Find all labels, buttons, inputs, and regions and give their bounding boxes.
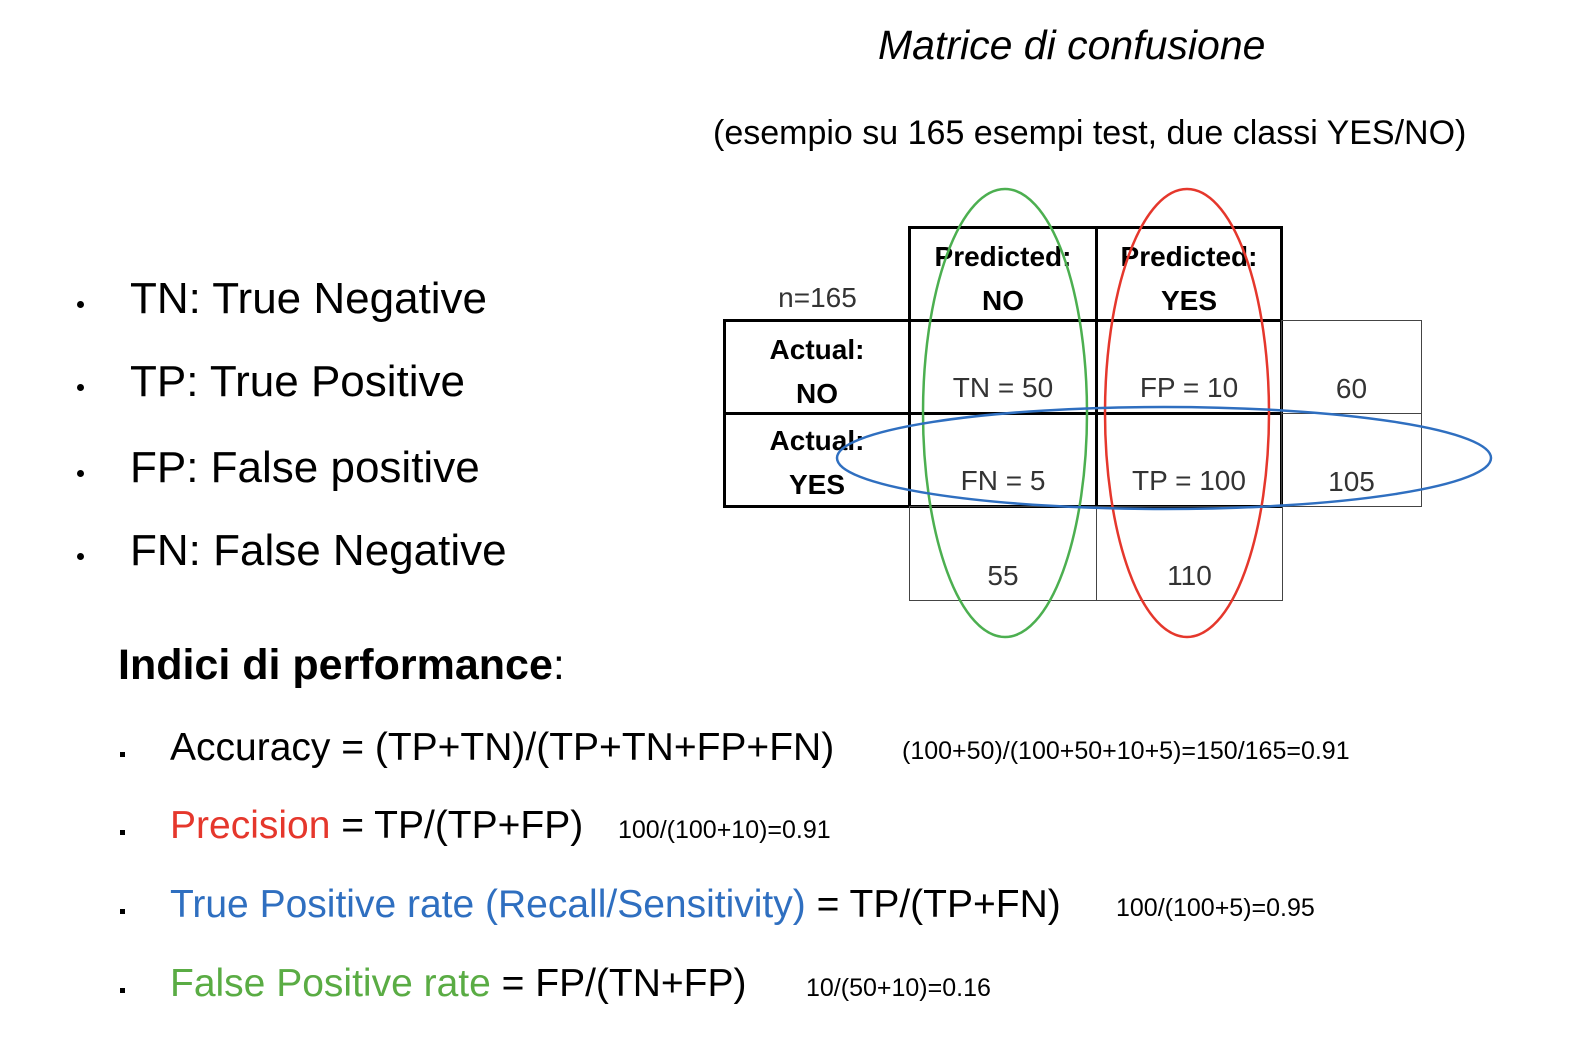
matrix-cell-tn: TN = 50 (908, 319, 1098, 415)
tpr-formula: True Positive rate (Recall/Sensitivity) … (170, 883, 1061, 926)
square-bullet-icon (120, 909, 125, 914)
square-bullet-icon (120, 988, 125, 993)
page-title: Matrice di confusione (878, 22, 1266, 68)
matrix-cell-fn: FN = 5 (908, 412, 1098, 508)
legend-item-label: TP: True Positive (130, 357, 466, 406)
page-subtitle: (esempio su 165 esempi test, due classi … (713, 114, 1467, 152)
bullet-dot-icon (77, 301, 84, 308)
matrix-cell-fp: FP = 10 (1095, 319, 1283, 415)
square-bullet-icon (120, 752, 125, 757)
precision-label: Precision (170, 804, 331, 847)
performance-heading: Indici di performance: (118, 641, 565, 689)
matrix-row-total-yes: 105 (1281, 413, 1422, 507)
matrix-row-header-yes: Actual: YES (723, 412, 911, 508)
matrix-col-total-yes: 110 (1096, 506, 1283, 601)
matrix-row-total-no: 60 (1281, 320, 1422, 414)
matrix-col-total-no: 55 (909, 506, 1097, 601)
fpr-calc: 10/(50+10)=0.16 (806, 974, 991, 1002)
matrix-col-header-no: Predicted: NO (908, 226, 1098, 322)
legend-item-label: FN: False Negative (130, 526, 507, 575)
fpr-label: False Positive rate (170, 962, 491, 1005)
matrix-cell-tp: TP = 100 (1095, 412, 1283, 508)
legend-item-label: TN: True Negative (130, 274, 488, 323)
precision-formula: Precision = TP/(TP+FP) (170, 804, 584, 847)
tpr-calc: 100/(100+5)=0.95 (1116, 894, 1315, 922)
accuracy-calc: (100+50)/(100+50+10+5)=150/165=0.91 (902, 737, 1350, 765)
matrix-row-header-no: Actual: NO (723, 319, 911, 415)
matrix-n-label: n=165 (778, 282, 857, 313)
bullet-dot-icon (77, 553, 84, 560)
legend-item-label: FP: False positive (130, 443, 480, 492)
precision-calc: 100/(100+10)=0.91 (618, 816, 831, 844)
bullet-dot-icon (77, 470, 84, 477)
bullet-dot-icon (77, 384, 84, 391)
matrix-col-header-yes: Predicted: YES (1095, 226, 1283, 322)
square-bullet-icon (120, 830, 125, 835)
accuracy-formula: Accuracy = (TP+TN)/(TP+TN+FP+FN) (170, 726, 835, 769)
fpr-formula: False Positive rate = FP/(TN+FP) (170, 962, 747, 1005)
tpr-label: True Positive rate (Recall/Sensitivity) (170, 883, 806, 926)
